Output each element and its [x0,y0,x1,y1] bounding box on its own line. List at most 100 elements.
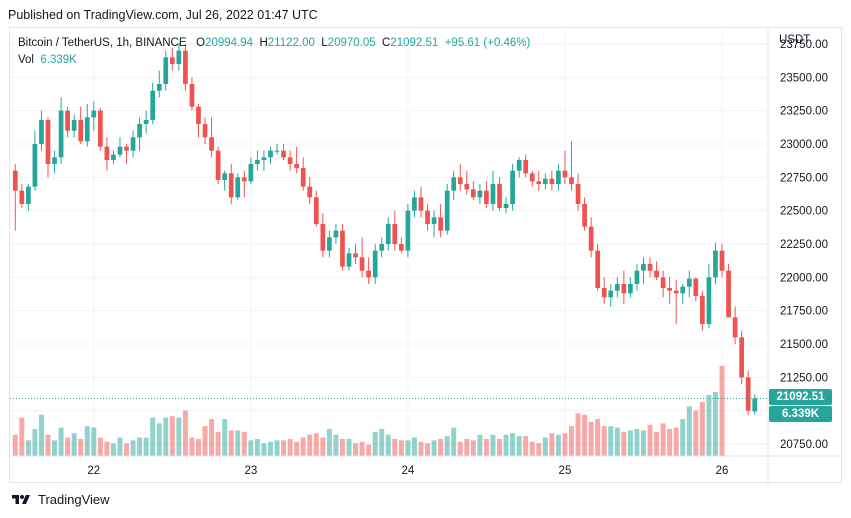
candle-body [529,173,535,182]
published-text: Published on TradingView.com, Jul 26, 20… [8,8,318,22]
candle-body [241,177,247,182]
chart-frame[interactable]: 23750.00 23500.00 23250.00 23000.00 22750.00… [9,27,843,484]
candle-body [726,270,731,318]
volume-bar [143,437,149,456]
legend-high-value: 21122.00 [267,37,315,49]
volume-bar [38,414,44,456]
volume-bar [58,427,64,456]
volume-bar [189,437,195,456]
footer-brand[interactable]: TradingView [10,492,110,507]
volume-bar [78,438,84,456]
candle-body [353,253,358,258]
candle-body [693,278,699,296]
candle-body [516,160,522,171]
x-tick-label: 25 [559,465,572,477]
volume-bar [569,426,574,456]
volume-bar [326,429,332,456]
volume-bar [549,433,555,456]
volume-bar [313,433,319,456]
candle-body [654,270,659,278]
candle-layer [12,42,758,415]
candle-body [379,244,385,251]
volume-bar [281,440,287,456]
y-tick-label: 22000.00 [780,272,828,284]
volume-bar [91,427,97,456]
volume-bar [398,440,404,456]
candle-body [634,270,640,284]
candle-body [26,186,31,204]
candle-body [366,270,371,278]
volume-bar [444,436,450,456]
candle-body [438,217,443,231]
volume-bar [385,434,391,456]
candle-body [268,150,273,158]
volume-bar [523,436,529,456]
candle-body [686,278,692,287]
volume-bar [595,419,601,456]
volume-bar [693,410,699,456]
candle-body [183,50,188,84]
candle-body [680,286,686,294]
candle-body [628,284,633,294]
volume-bar [274,440,280,456]
volume-bar [71,433,77,456]
candle-body [588,226,594,251]
candle-body [156,84,162,91]
volume-bar [470,440,476,456]
volume-bar [104,441,110,456]
candle-body [340,230,345,267]
legend-vol-label: Vol [18,54,34,66]
volume-bar [228,430,234,456]
volume-bar [117,437,123,456]
volume-bar [680,419,686,456]
x-tick-label: 24 [402,465,415,477]
candle-body [320,224,326,251]
volume-bar [209,419,215,456]
candle-body [274,150,280,152]
candle-body [497,184,502,208]
volume-bar [169,416,175,456]
candle-body [510,170,515,204]
volume-bar [405,440,411,456]
volume-bar [654,431,660,456]
volume-bar [608,426,614,456]
candle-body [32,144,38,187]
volume-bar [156,423,162,456]
candle-body [562,170,568,178]
volume-bar [339,438,345,456]
y-tick-label: 21500.00 [780,339,828,351]
candle-body [176,50,182,64]
candle-body [78,120,84,142]
candle-body [575,184,581,204]
volume-bar [267,441,273,456]
candle-body [65,110,70,131]
last-volume-tag: 6.339K [769,406,832,423]
y-tick-label: 20750.00 [780,439,828,451]
volume-bar [215,431,221,456]
candle-body [137,124,142,138]
volume-bar [555,434,561,456]
volume-bar [588,421,594,456]
candle-body [12,170,18,191]
candle-body [91,110,97,118]
candle-body [392,224,398,244]
y-tick-label: 23750.00 [780,39,828,51]
candle-body [209,137,214,151]
y-tick-label: 23000.00 [780,139,828,151]
candle-body [19,190,25,204]
candle-body [647,264,653,271]
volume-bar [418,441,424,456]
volume-bar [300,437,306,456]
candle-body [222,173,228,180]
legend-symbol[interactable]: Bitcoin / TetherUS, 1h, BINANCE [18,37,187,49]
candle-body [52,157,57,164]
candle-body [641,264,646,271]
candle-body [614,284,620,291]
y-tick-label: 23250.00 [780,106,828,118]
chart-svg[interactable]: 23750.00 23500.00 23250.00 23000.00 22750.00… [10,28,843,484]
currency-label[interactable]: USDT [779,34,811,46]
candle-body [739,337,744,378]
candle-body [608,290,614,298]
candle-body [150,90,156,120]
candle-body [601,288,607,298]
